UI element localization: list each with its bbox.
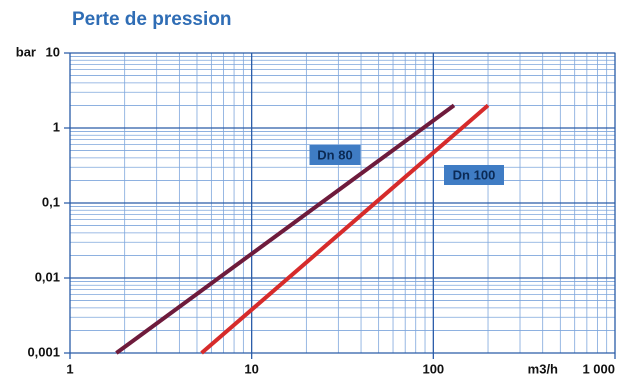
x-tick-label: 10	[244, 361, 258, 376]
y-axis-label: bar	[16, 44, 36, 59]
y-tick-label: 1	[53, 119, 60, 134]
series-label-box	[444, 165, 504, 185]
x-tick-label: 1	[66, 361, 73, 376]
y-tick-label: 0,01	[35, 269, 60, 284]
y-tick-label: 10	[46, 44, 60, 59]
chart-title: Perte de pression	[72, 9, 231, 30]
x-axis-label: m3/h	[528, 361, 558, 376]
x-tick-label: 1 000	[582, 361, 615, 376]
x-tick-label: 100	[422, 361, 444, 376]
series-label: Dn 80	[317, 147, 352, 162]
y-tick-label: 0,1	[42, 194, 60, 209]
series-label: Dn 100	[453, 167, 496, 182]
series-label-box	[309, 145, 361, 165]
y-tick-label: 0,001	[27, 344, 60, 359]
line	[115, 103, 456, 355]
line	[200, 103, 490, 355]
